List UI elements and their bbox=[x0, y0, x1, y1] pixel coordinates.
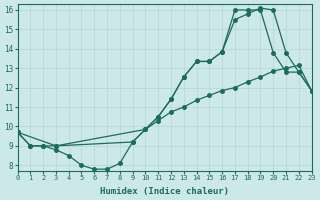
X-axis label: Humidex (Indice chaleur): Humidex (Indice chaleur) bbox=[100, 187, 229, 196]
